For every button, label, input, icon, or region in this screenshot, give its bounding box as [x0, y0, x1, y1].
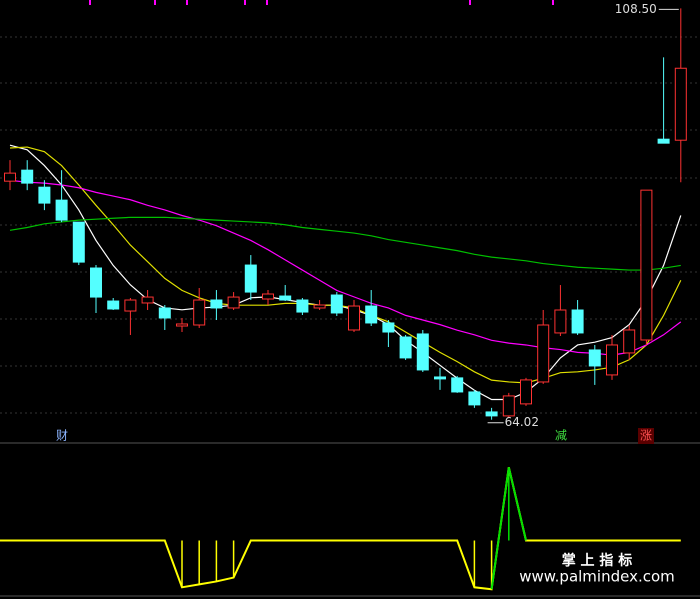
candle-body [485, 411, 498, 417]
candle-body [588, 349, 601, 367]
candle-body [451, 377, 464, 393]
indicator-line [0, 467, 681, 591]
plot: 108.50 64.02 [0, 2, 687, 591]
high-label: 108.50 [615, 2, 657, 16]
candle-body [537, 324, 550, 383]
signal-label: 涨 [640, 428, 652, 443]
signal-box [638, 428, 654, 444]
signal-label: 财 [56, 429, 68, 443]
moving-average [9, 216, 681, 271]
candle-body [227, 296, 240, 309]
candle-body [468, 391, 481, 406]
watermark-url: www.palmindex.com [519, 568, 675, 586]
candle-body [640, 189, 653, 341]
candle-body [554, 309, 567, 334]
candle-body [399, 336, 412, 359]
candle-body [107, 300, 120, 310]
candle-body [365, 305, 378, 324]
candle-body [90, 267, 102, 298]
candle-body [674, 67, 687, 141]
candle-body [210, 299, 223, 309]
candle-body [382, 322, 395, 333]
candle-body [434, 376, 446, 380]
candle-body [657, 138, 670, 144]
low-label: 64.02 [505, 415, 539, 429]
candle-body [141, 296, 154, 304]
candle-body [124, 299, 137, 312]
event-markers [89, 0, 554, 5]
candle-body [158, 307, 171, 319]
candle-body [193, 299, 206, 326]
signal-label: 减 [555, 429, 567, 443]
candle-body [571, 309, 584, 334]
candle-body [38, 186, 51, 204]
candle-body [623, 329, 636, 354]
candle-body [72, 221, 85, 263]
candle-body [330, 294, 343, 314]
candle-body [416, 333, 429, 371]
moving-average [9, 179, 682, 356]
candle-body [21, 169, 34, 184]
candle-body [4, 172, 16, 182]
moving-average [9, 146, 682, 384]
candle-body [502, 395, 515, 417]
indicator-spike [490, 467, 527, 590]
watermark-title: 掌 上 指 标 [562, 552, 633, 569]
candle-body [520, 379, 532, 405]
candle-body [348, 305, 360, 331]
candle-body [279, 295, 292, 301]
candle-body [262, 293, 274, 300]
candle-body [313, 304, 326, 309]
candle-body [55, 199, 68, 221]
candle-body [244, 264, 257, 293]
candle-body [176, 323, 188, 327]
candle-body [296, 299, 309, 313]
candle-body [606, 344, 618, 376]
